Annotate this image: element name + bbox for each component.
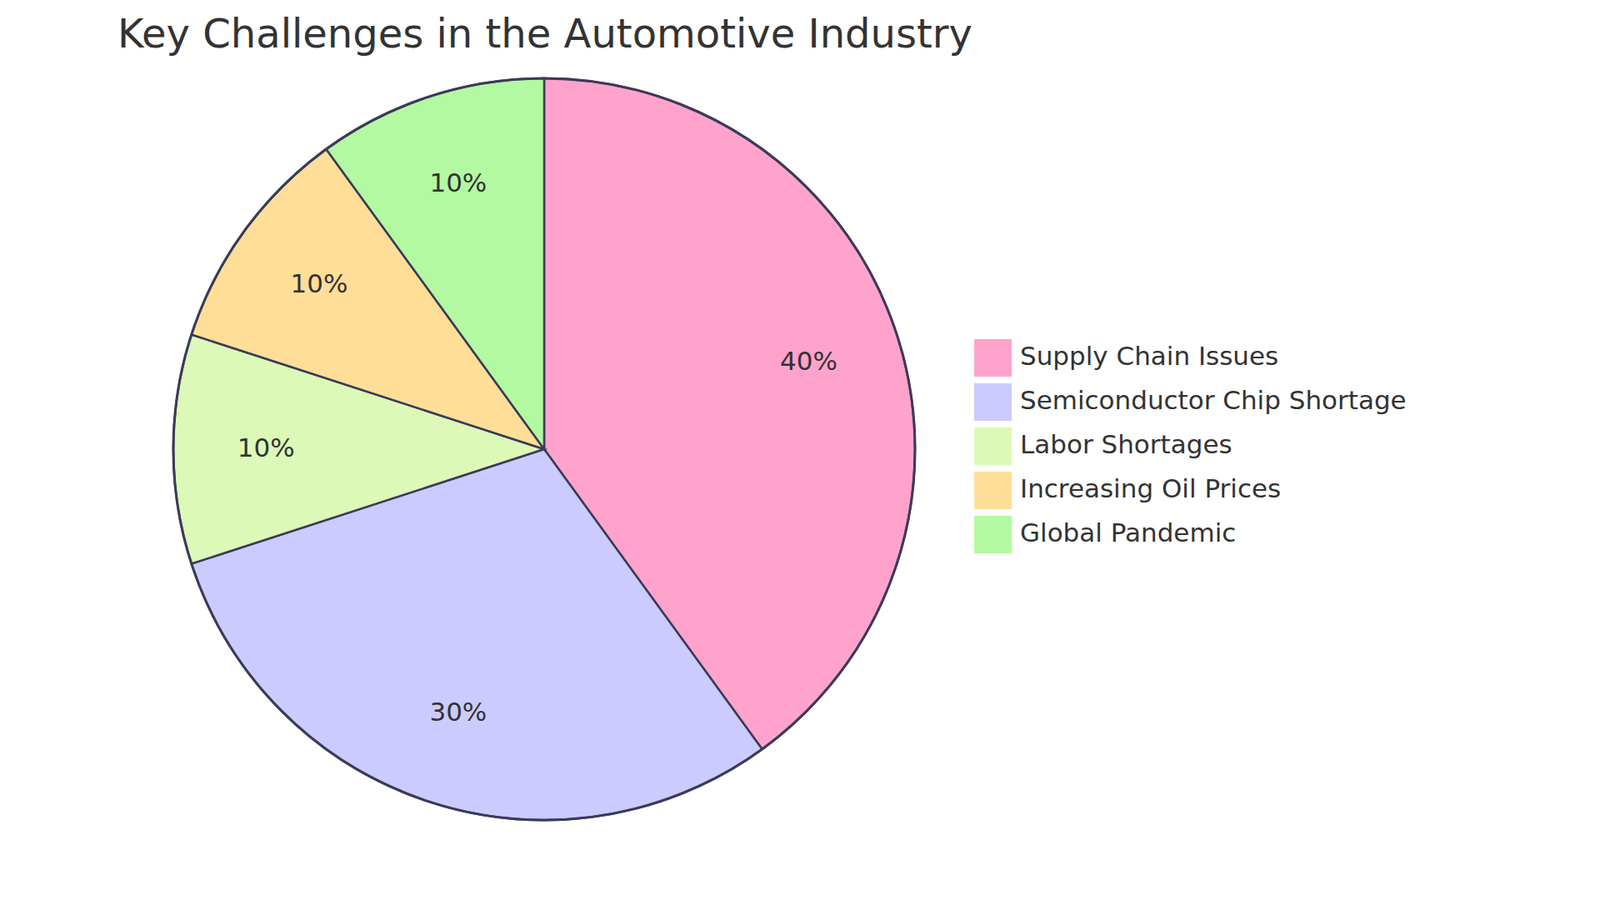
data-labels: 40% 30% 10% 10% 10% — [237, 167, 838, 727]
data-label: 30% — [429, 696, 487, 727]
legend-swatch — [974, 515, 1012, 554]
legend-label: Increasing Oil Prices — [1020, 473, 1281, 504]
legend-item: Global Pandemic — [974, 515, 1236, 554]
legend-label: Supply Chain Issues — [1020, 340, 1279, 371]
legend-swatch — [974, 339, 1012, 377]
title: Key Challenges in the Automotive Industr… — [117, 10, 973, 57]
legend-label: Labor Shortages — [1020, 429, 1233, 460]
legend-swatch — [974, 471, 1012, 510]
legend-swatch — [974, 427, 1012, 465]
legend-label: Global Pandemic — [1020, 517, 1236, 548]
pie-outline — [173, 78, 915, 820]
legend-swatch — [974, 383, 1012, 421]
slice — [325, 78, 545, 450]
data-label: 10% — [237, 432, 295, 463]
pie — [173, 78, 915, 820]
legend-item: Labor Shortages — [974, 427, 1233, 465]
legend: Supply Chain Issues Semiconductor Chip Sh… — [974, 339, 1407, 554]
legend-item: Semiconductor Chip Shortage — [974, 383, 1407, 421]
data-label: 10% — [290, 268, 349, 299]
legend-label: Semiconductor Chip Shortage — [1020, 385, 1407, 415]
chart: Key Challenges in the Automotive Industr… — [0, 0, 1600, 900]
data-label: 10% — [429, 167, 487, 198]
legend-item: Supply Chain Issues — [974, 339, 1279, 377]
data-label: 40% — [780, 345, 838, 376]
legend-item: Increasing Oil Prices — [974, 471, 1281, 510]
